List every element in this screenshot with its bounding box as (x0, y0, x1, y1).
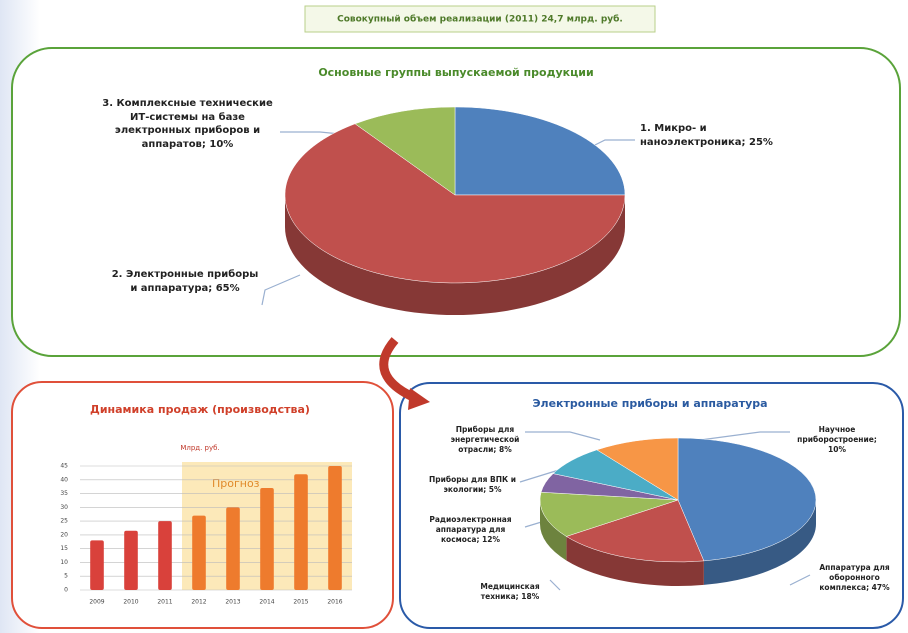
y-tick-label: 0 (64, 587, 68, 594)
bar (90, 540, 104, 590)
pie-slice-side (285, 195, 625, 315)
pie-slice-side (540, 500, 567, 561)
slice-label: Приборы для энергетической отрасли; 8% (450, 425, 520, 454)
pie-slice (539, 491, 679, 537)
slice-label: Аппаратура для оборонного комплекса; 47% (819, 563, 890, 592)
arrow (379, 337, 417, 403)
chart-title: Динамика продаж (производства) (90, 403, 310, 416)
bar (124, 530, 138, 590)
x-tick-label: 2011 (157, 599, 172, 606)
y-tick-label: 35 (60, 490, 68, 497)
slice-label: Радиоэлектронная аппаратура для космоса;… (429, 515, 512, 544)
slice-label: Приборы для ВПК и экологии; 5% (428, 475, 517, 494)
banner-title: Совокупный объем реализации (2011) 24,7 … (337, 14, 623, 25)
slice-label: Медицинская техника; 18% (480, 582, 540, 601)
x-tick-label: 2013 (225, 599, 240, 606)
slice-label: 1. Микро- и наноэлектроника; 25% (640, 123, 773, 148)
y-tick-label: 5 (64, 573, 68, 580)
y-tick-label: 25 (60, 518, 68, 525)
pie-slice (565, 499, 705, 563)
x-tick-label: 2012 (191, 599, 206, 606)
x-tick-label: 2015 (293, 599, 308, 606)
x-tick-label: 2009 (89, 599, 104, 606)
pie-slice (454, 106, 626, 196)
y-tick-label: 40 (60, 476, 68, 483)
bar (260, 488, 274, 590)
bar (328, 466, 342, 590)
y-tick-label: 20 (60, 531, 68, 538)
slice-label: 2. Электронные приборы и аппаратура; 65% (111, 269, 259, 294)
pie-slice-side (703, 500, 816, 585)
pie-slice-side (566, 536, 704, 586)
arrow-head (408, 388, 430, 410)
y-tick-label: 15 (60, 545, 68, 552)
bar (294, 474, 308, 590)
pie-slice (596, 437, 679, 501)
banner (304, 5, 656, 33)
y-tick-label: 10 (60, 559, 68, 566)
bar (158, 521, 172, 590)
bar (192, 515, 206, 590)
pie-slice (284, 123, 626, 284)
slice-label: 3. Комплексные технические ИТ-системы на… (102, 98, 273, 150)
annotation: Прогноз (212, 477, 260, 490)
slice-label: Научное приборостроение; 10% (797, 425, 877, 454)
chart-subtitle: Млрд. руб. (180, 444, 219, 452)
pie-slice (677, 437, 817, 562)
y-tick-label: 45 (60, 463, 68, 470)
y-tick-label: 30 (60, 504, 68, 511)
chart-title: Основные группы выпускаемой продукции (318, 66, 593, 79)
x-tick-label: 2010 (123, 599, 138, 606)
chart-title: Электронные приборы и аппаратура (532, 397, 767, 410)
pie-slice (354, 106, 456, 196)
x-tick-label: 2014 (259, 599, 274, 606)
x-tick-label: 2016 (327, 599, 342, 606)
bar (226, 507, 240, 590)
